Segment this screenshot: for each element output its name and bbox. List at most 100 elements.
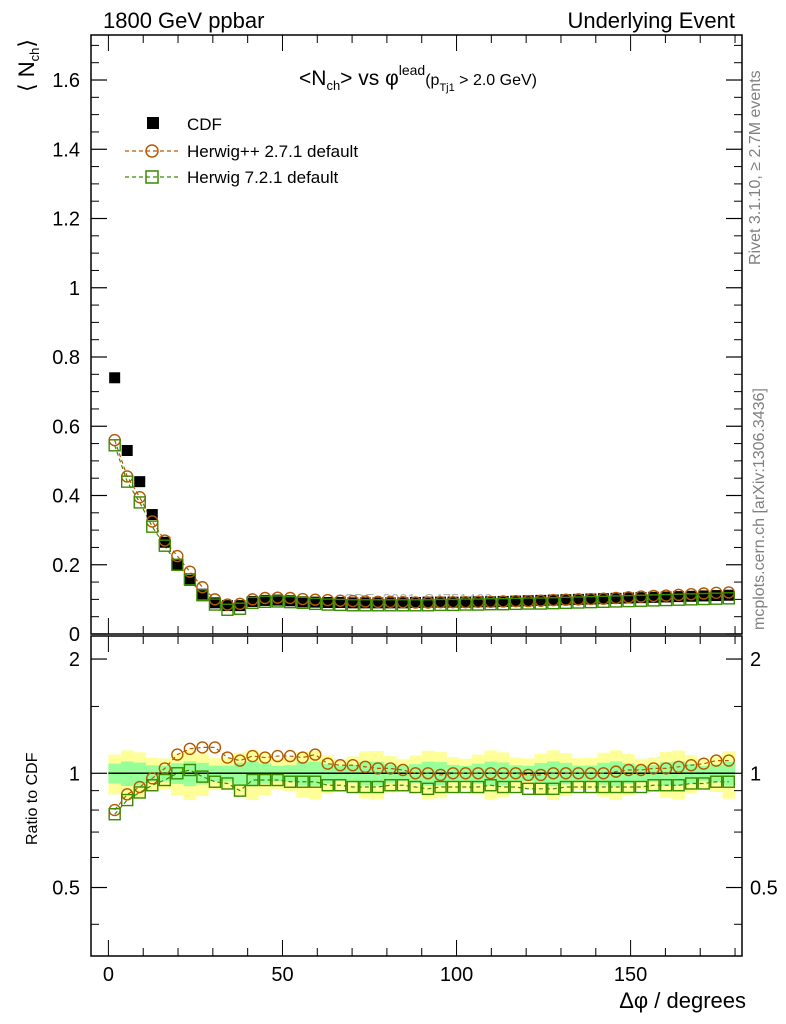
ratio-herwigpp-point	[146, 772, 159, 785]
ratio-herwig7-point	[547, 782, 560, 796]
herwig7-point	[484, 598, 497, 611]
main-frame	[90, 34, 743, 635]
herwigpp-line	[114, 439, 729, 606]
ratio-herwig7-point	[384, 779, 397, 792]
ratio-herwigpp-point	[233, 754, 247, 767]
ratio-herwig7-point	[283, 775, 297, 788]
herwig7-point	[258, 595, 272, 608]
ratio-herwig7-point	[421, 782, 435, 796]
ratio-herwigpp-point	[434, 768, 447, 782]
ratio-herwig7-point	[334, 779, 347, 792]
herwig7-point	[597, 595, 610, 608]
header-left-label: 1800 GeV ppbar	[103, 8, 264, 33]
herwig7-point	[196, 589, 209, 602]
ratio-herwigpp-point	[722, 754, 735, 767]
herwig7-point	[271, 595, 284, 608]
cdf-data-point	[297, 596, 309, 608]
cdf-data-point	[435, 596, 447, 608]
herwig7-point	[697, 592, 710, 606]
ratio-herwig7-point	[296, 775, 309, 788]
ratio-herwigpp-point	[334, 759, 347, 772]
ratio-herwig7-point	[710, 775, 723, 788]
cdf-data-point	[109, 372, 121, 384]
y-tick-label: 1.2	[52, 209, 80, 231]
herwig7-point	[133, 496, 146, 509]
herwig7-point	[121, 475, 134, 488]
herwig7-point	[434, 598, 447, 612]
herwigpp-point	[183, 565, 197, 578]
cdf-data-point	[685, 590, 697, 602]
cdf-data-point	[134, 476, 146, 488]
ratio-herwig7-point	[609, 780, 623, 794]
ratio-herwigpp-point	[522, 768, 535, 782]
herwigpp-point	[171, 549, 184, 563]
y-tick-label: 0	[69, 624, 80, 646]
ratio-herwigpp-point	[559, 767, 573, 780]
herwig7-point	[496, 598, 510, 611]
ratio-herwigpp-point	[384, 762, 397, 775]
legend-herwigpp-label: Herwig++ 2.7.1 default	[187, 142, 358, 161]
ratio-herwig7-point	[258, 773, 272, 787]
cdf-data-point	[723, 589, 735, 601]
herwig7-point	[409, 599, 422, 612]
ratio-herwig7-point	[359, 780, 372, 794]
ratio-herwig7-point	[484, 779, 497, 792]
ratio-herwig7-point	[672, 779, 685, 792]
ratio-frame	[90, 635, 743, 957]
cdf-data-point	[510, 595, 522, 607]
ratio-herwigpp-point	[697, 757, 710, 770]
y-tick-label: 1	[69, 278, 80, 300]
herwig7-point	[471, 598, 485, 611]
legend-cdf-marker	[147, 117, 159, 129]
cdf-data-point	[572, 593, 584, 605]
ratio-herwigpp-point	[597, 767, 610, 780]
herwig7-point	[446, 598, 460, 612]
herwig7-point	[509, 597, 522, 611]
ratio-herwig7-point	[196, 770, 209, 783]
cdf-data-point	[710, 590, 722, 602]
legend: CDF Herwig++ 2.7.1 default Herwig 7.2.1 …	[125, 115, 358, 187]
ratio-herwig7-point	[471, 780, 485, 794]
ratio-herwig7-point	[321, 779, 334, 792]
cdf-data-point	[623, 592, 635, 604]
herwig7-point	[710, 592, 723, 605]
x-tick-label: 100	[440, 964, 473, 986]
ratio-herwigpp-point	[396, 763, 410, 777]
ratio-herwig7-point	[396, 779, 410, 792]
herwig7-point	[684, 593, 698, 606]
ratio-panel: 0.5 0.5 1 1 2 2 0 50 100 150	[52, 635, 778, 986]
main-series	[108, 372, 735, 616]
ratio-herwigpp-point	[446, 767, 460, 780]
y-tick-label: 0.4	[52, 486, 80, 508]
legend-herwig7-marker	[145, 170, 159, 184]
cdf-data-point	[384, 597, 396, 609]
herwig7-point	[384, 599, 397, 612]
ratio-herwigpp-point	[659, 762, 673, 775]
herwig7-point	[396, 599, 410, 612]
ratio-herwigpp-point	[484, 767, 497, 780]
ratio-herwig7-point	[121, 793, 134, 807]
ratio-herwigpp-point	[271, 749, 284, 763]
header-right-label: Underlying Event	[567, 8, 735, 33]
ratio-herwig7-point	[459, 780, 472, 794]
herwig7-point	[584, 595, 598, 609]
ratio-herwigpp-point	[459, 767, 472, 780]
mcplots-label: mcplots.cern.ch [arXiv:1306.3436]	[751, 388, 768, 630]
ratio-herwigpp-point	[246, 749, 259, 763]
ratio-herwig7-point	[722, 775, 735, 788]
cdf-data-point	[460, 596, 472, 608]
ratio-herwig7-point	[308, 775, 322, 788]
ratio-herwigpp-point	[496, 767, 510, 780]
ratio-herwig7-point	[446, 780, 460, 794]
cdf-data-point	[547, 594, 559, 606]
ratio-herwigpp-point	[572, 767, 585, 780]
cdf-data-point	[221, 600, 233, 612]
ratio-herwigpp-point	[584, 767, 598, 780]
ratio-herwig7-point	[271, 773, 284, 787]
y-tick-label: 0.6	[52, 416, 80, 438]
herwig7-point	[622, 594, 635, 608]
ratio-axis-ticks: 0.5 0.5 1 1 2 2 0 50 100 150	[52, 636, 778, 986]
ratio-herwig7-point	[146, 779, 159, 792]
ratio-herwig7-point	[183, 763, 197, 777]
ratio-y-tick-label-right: 0.5	[750, 878, 778, 900]
